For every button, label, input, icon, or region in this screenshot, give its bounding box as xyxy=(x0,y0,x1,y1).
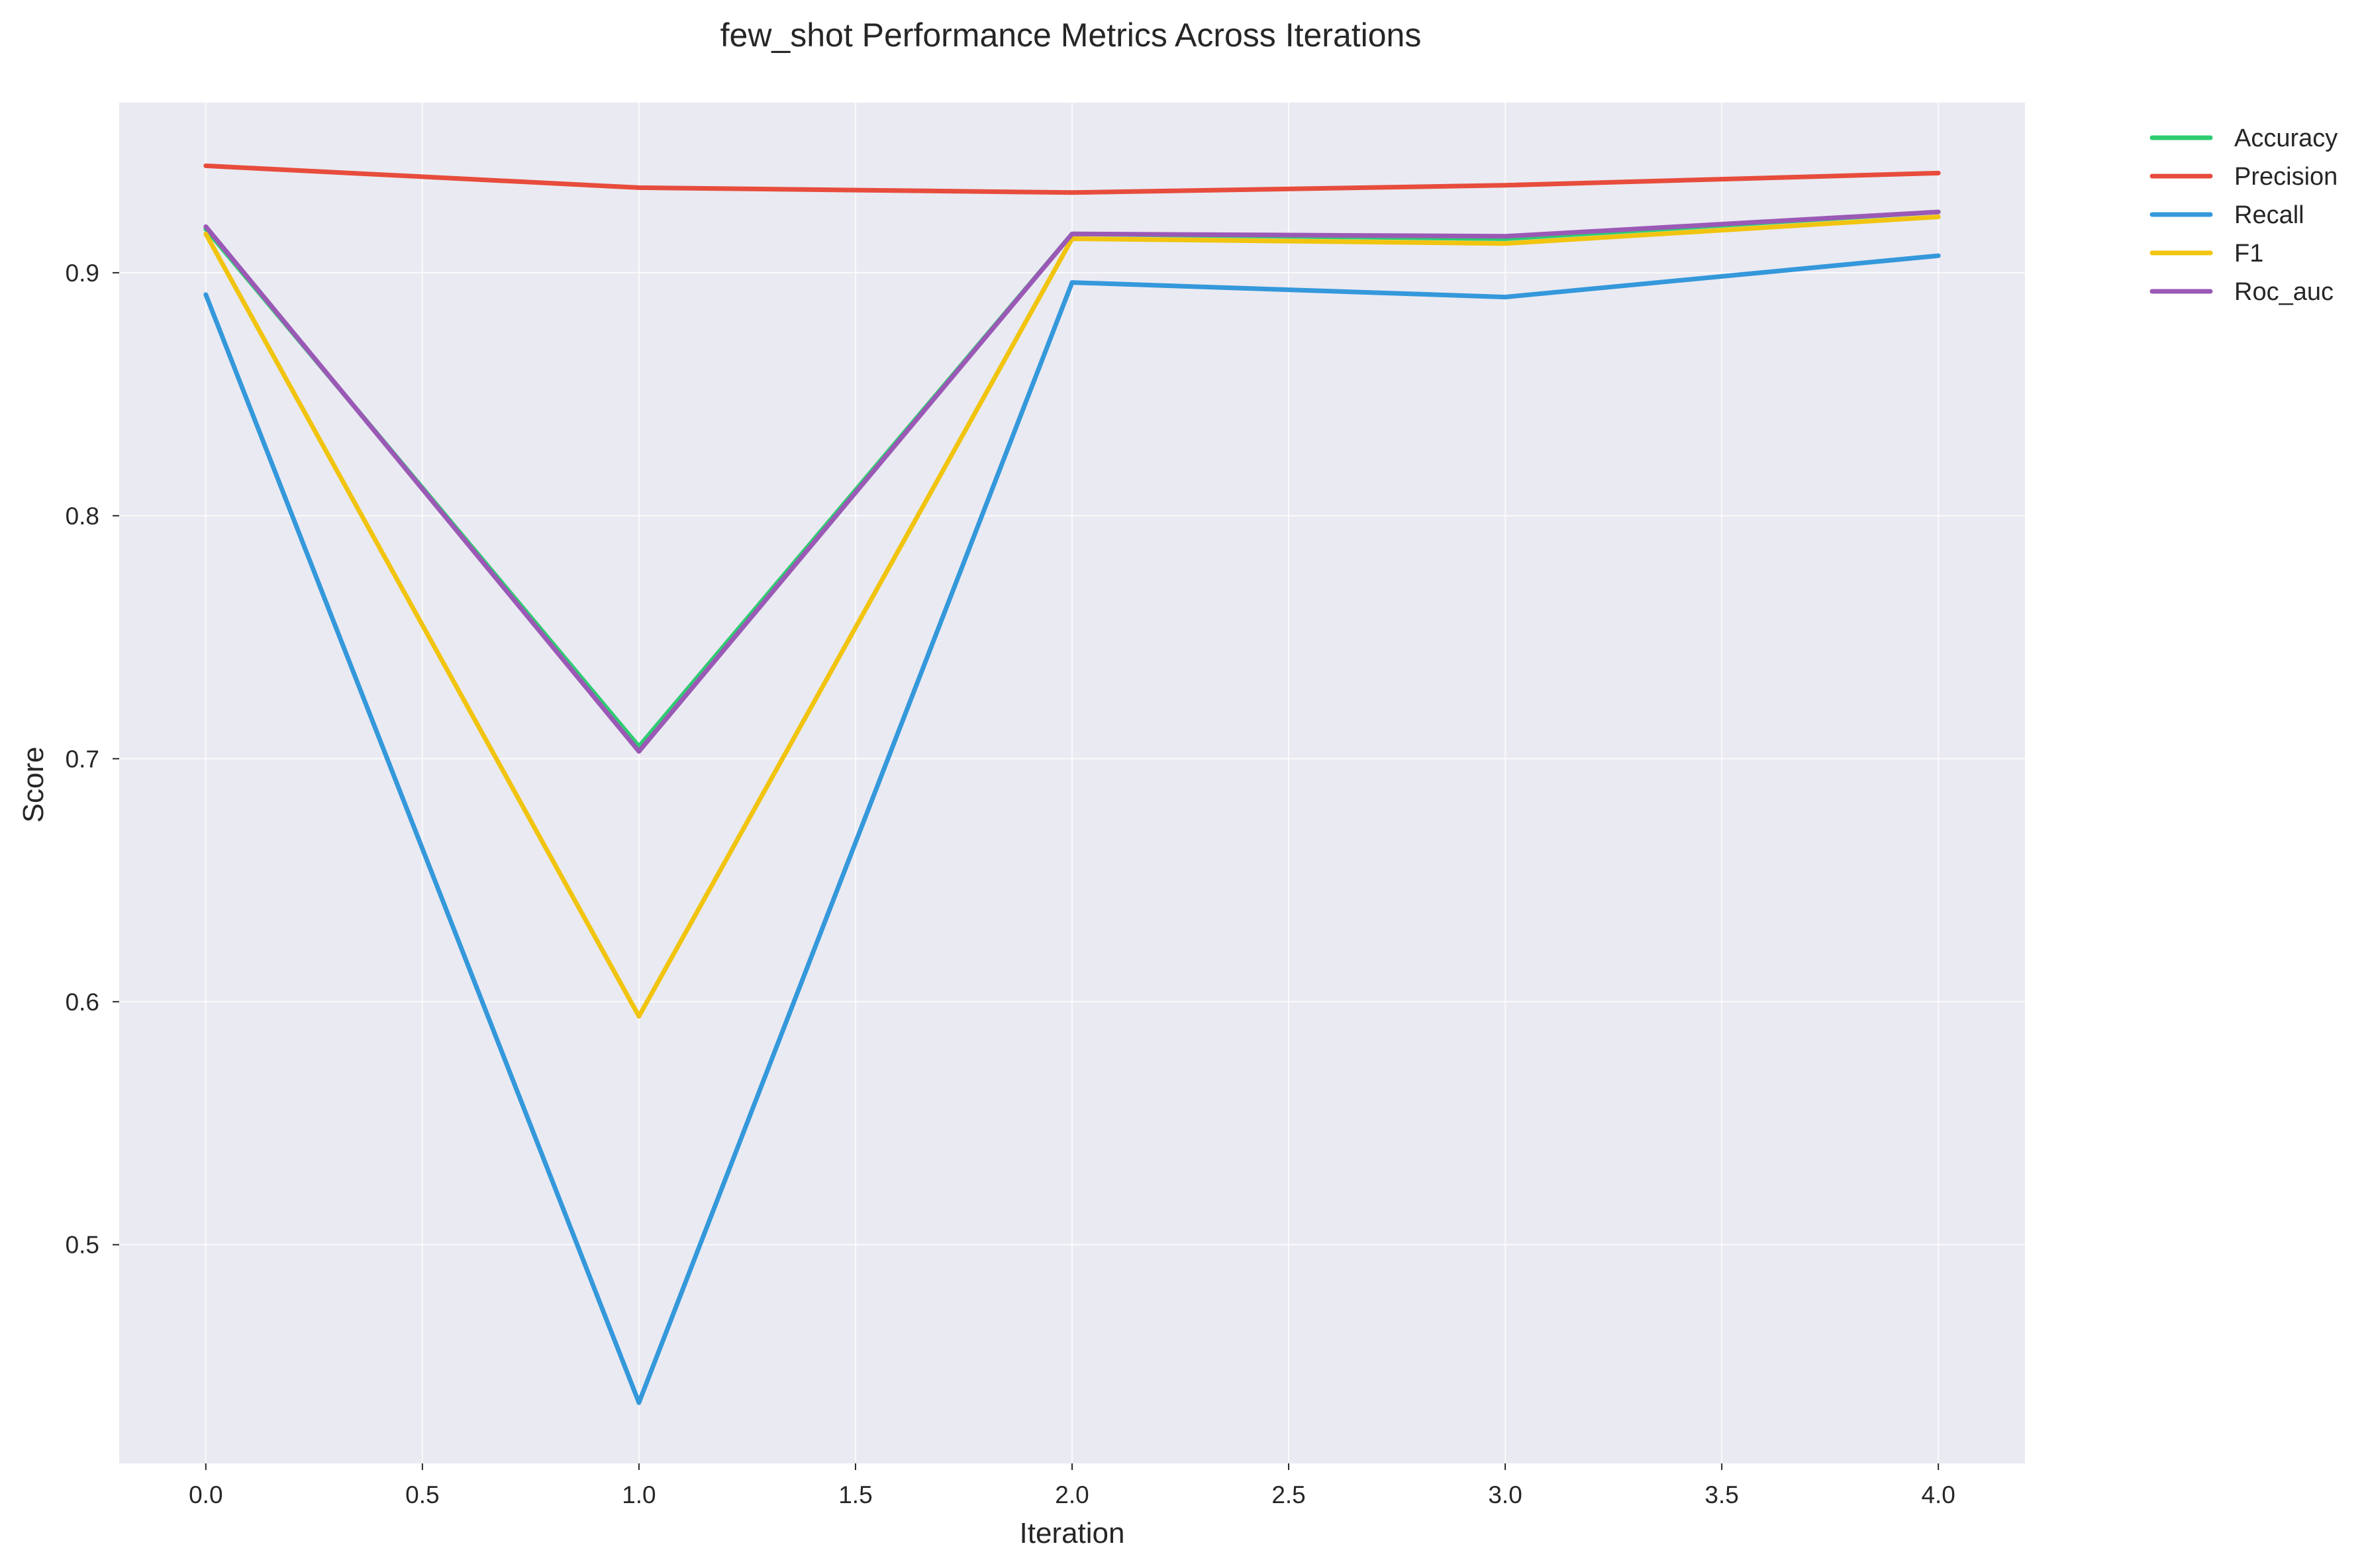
x-tick-label: 2.5 xyxy=(1271,1481,1305,1508)
y-tick-label: 0.5 xyxy=(66,1232,99,1259)
series-lines xyxy=(203,163,1941,1405)
x-axis-label: Iteration xyxy=(1020,1517,1125,1549)
x-tick-label: 3.5 xyxy=(1704,1481,1738,1508)
y-tick-label: 0.8 xyxy=(66,503,99,530)
series-line-precision xyxy=(203,163,1941,195)
y-axis-label: Score xyxy=(17,747,50,823)
x-tick-label: 0.5 xyxy=(405,1481,439,1508)
grid xyxy=(119,103,2025,1463)
legend-label-precision: Precision xyxy=(2234,163,2338,191)
legend-label-recall: Recall xyxy=(2234,201,2304,229)
series-line-roc_auc xyxy=(203,209,1941,754)
y-tick-label: 0.7 xyxy=(66,746,99,773)
y-axis-ticks: 0.5 0.6 0.7 0.8 0.9 xyxy=(66,260,119,1259)
legend-label-roc_auc: Roc_auc xyxy=(2234,278,2334,306)
chart-title: few_shot Performance Metrics Across Iter… xyxy=(720,17,1422,54)
series-line-f1 xyxy=(203,215,1941,1019)
x-axis-ticks: 0.0 0.5 1.0 1.5 2.0 2.5 3.0 3.5 4.0 xyxy=(189,1463,1955,1508)
x-tick-label: 3.0 xyxy=(1488,1481,1522,1508)
legend-label-accuracy: Accuracy xyxy=(2234,124,2338,152)
series-line-recall xyxy=(203,253,1941,1405)
x-tick-label: 1.0 xyxy=(622,1481,656,1508)
legend-label-f1: F1 xyxy=(2234,240,2263,268)
x-tick-label: 0.0 xyxy=(189,1481,222,1508)
x-tick-label: 4.0 xyxy=(1921,1481,1955,1508)
legend: Accuracy Precision Recall F1 Roc_auc xyxy=(2149,124,2338,306)
x-tick-label: 2.0 xyxy=(1055,1481,1089,1508)
x-tick-label: 1.5 xyxy=(838,1481,872,1508)
y-tick-label: 0.6 xyxy=(66,989,99,1016)
y-tick-label: 0.9 xyxy=(66,260,99,287)
